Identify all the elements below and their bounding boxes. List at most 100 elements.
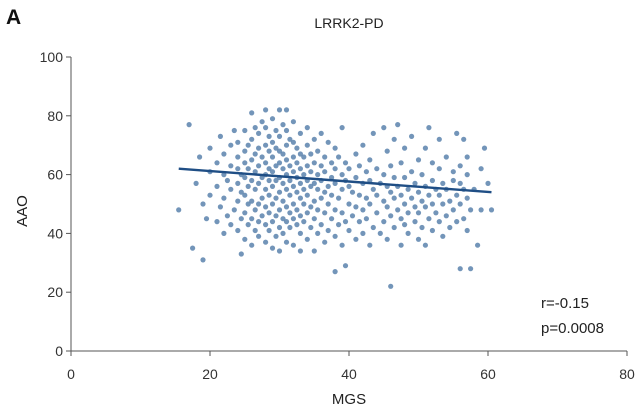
data-point <box>440 233 446 239</box>
data-point <box>297 166 303 172</box>
data-point <box>346 183 352 189</box>
data-point <box>266 210 272 216</box>
data-point <box>443 154 449 160</box>
data-point <box>339 186 345 192</box>
regression-line <box>178 167 492 194</box>
data-point <box>356 192 362 198</box>
data-point <box>266 133 272 139</box>
data-point <box>190 245 196 251</box>
data-point <box>436 166 442 172</box>
data-point <box>402 145 408 151</box>
data-point <box>329 160 335 166</box>
data-point <box>308 183 314 189</box>
data-point <box>301 219 307 225</box>
data-point <box>318 195 324 201</box>
data-point <box>197 154 203 160</box>
y-tick-label: 0 <box>55 343 63 359</box>
data-point <box>242 127 248 134</box>
p-value: p=0.0008 <box>541 320 604 337</box>
data-point <box>391 136 397 142</box>
data-point <box>228 222 234 228</box>
data-point <box>370 224 376 231</box>
data-point <box>363 169 369 175</box>
data-point <box>280 198 286 204</box>
data-point <box>349 213 356 219</box>
data-point <box>249 198 255 204</box>
data-point <box>398 160 404 166</box>
data-point <box>346 166 352 172</box>
data-point <box>325 183 331 189</box>
data-point <box>294 189 300 195</box>
data-point <box>235 227 241 234</box>
data-point <box>301 172 307 178</box>
data-point <box>200 257 206 263</box>
data-point <box>287 163 293 169</box>
data-point <box>315 186 321 192</box>
data-point <box>402 222 408 228</box>
data-point <box>409 169 415 175</box>
data-point <box>235 139 241 145</box>
data-point <box>346 227 352 234</box>
data-point <box>266 166 272 172</box>
data-point <box>398 192 404 198</box>
data-point <box>294 207 300 213</box>
data-point <box>269 169 276 175</box>
data-point <box>287 210 293 216</box>
data-point <box>426 192 432 198</box>
data-point <box>290 169 296 175</box>
data-point <box>325 227 331 234</box>
data-point <box>252 151 258 157</box>
data-point <box>332 145 338 151</box>
data-point <box>388 163 394 169</box>
data-point <box>280 216 286 222</box>
y-tick-label: 80 <box>47 108 63 124</box>
data-point <box>290 154 296 160</box>
data-point <box>287 192 293 198</box>
data-point <box>349 189 356 195</box>
data-point <box>443 213 449 219</box>
data-point <box>409 195 415 201</box>
data-point <box>308 224 314 231</box>
data-point <box>405 210 411 216</box>
data-point <box>217 133 223 139</box>
data-point <box>478 166 484 172</box>
data-point <box>353 204 359 210</box>
data-point <box>235 198 241 204</box>
data-point <box>238 189 244 195</box>
data-point <box>342 263 349 269</box>
data-point <box>242 174 248 181</box>
x-tick-label: 60 <box>480 366 496 382</box>
y-axis-title: AAO <box>14 195 31 227</box>
data-point <box>429 201 435 207</box>
data-point <box>297 130 303 136</box>
data-point <box>419 172 425 178</box>
data-point <box>332 269 338 275</box>
data-point <box>429 227 435 234</box>
data-point <box>283 204 290 210</box>
data-point <box>252 169 258 175</box>
data-point <box>464 195 470 201</box>
data-point <box>221 151 227 157</box>
correlation-r: r=-0.15 <box>541 295 589 312</box>
y-tick-label: 100 <box>40 49 64 65</box>
data-point <box>412 219 418 225</box>
data-point <box>367 157 373 163</box>
data-point <box>297 248 303 254</box>
data-point <box>346 201 352 207</box>
data-point <box>238 251 244 257</box>
data-point <box>259 119 265 125</box>
data-point <box>231 127 237 134</box>
data-point <box>294 222 300 228</box>
data-point <box>461 136 467 142</box>
data-point <box>381 219 387 225</box>
data-point <box>339 125 345 131</box>
data-point <box>252 227 258 234</box>
data-point <box>290 139 296 145</box>
data-point <box>276 224 283 231</box>
data-point <box>266 148 272 154</box>
data-point <box>256 180 262 186</box>
data-point <box>395 122 401 128</box>
data-point <box>304 236 310 242</box>
data-point <box>269 219 276 225</box>
